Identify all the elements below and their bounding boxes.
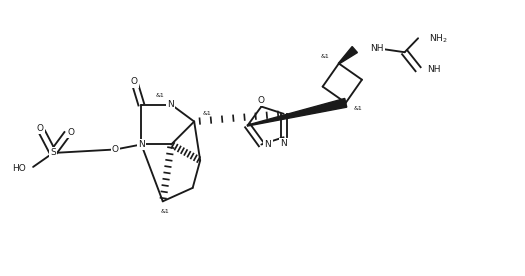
Text: O: O: [112, 145, 119, 154]
Text: &1: &1: [156, 93, 165, 98]
Text: NH$_2$: NH$_2$: [429, 32, 448, 44]
Text: NH: NH: [371, 44, 384, 53]
Polygon shape: [247, 99, 347, 126]
Text: O: O: [131, 77, 138, 86]
Text: HO: HO: [13, 164, 26, 173]
Text: N: N: [265, 140, 271, 149]
Text: O: O: [68, 128, 75, 137]
Text: N: N: [280, 139, 287, 148]
Text: &1: &1: [160, 209, 169, 214]
Polygon shape: [339, 47, 358, 64]
Text: &1: &1: [354, 106, 363, 111]
Text: NH: NH: [427, 65, 440, 74]
Text: N: N: [167, 100, 174, 109]
Text: O: O: [258, 95, 265, 105]
Text: O: O: [37, 124, 44, 132]
Text: &1: &1: [320, 54, 329, 59]
Text: N: N: [138, 140, 145, 149]
Text: S: S: [50, 148, 56, 158]
Text: &1: &1: [202, 111, 211, 116]
